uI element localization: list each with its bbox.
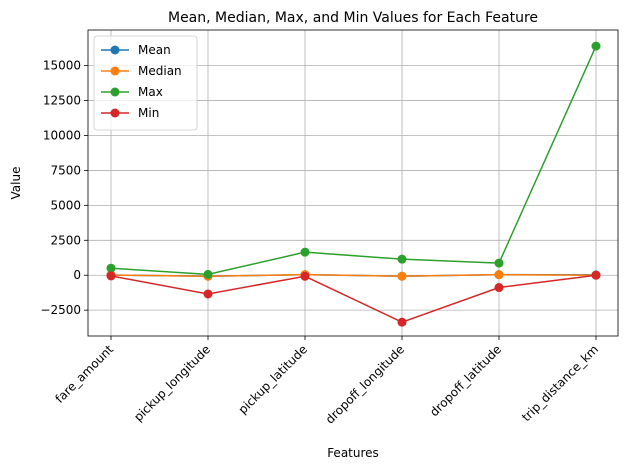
data-point [397, 317, 407, 327]
legend-label: Min [138, 106, 159, 120]
y-tick-label: 2500 [50, 233, 81, 247]
series-line [110, 45, 597, 276]
data-point [300, 247, 310, 257]
plot-frame [87, 29, 619, 337]
y-tick-label: 0 [73, 268, 81, 282]
legend-item: Min [101, 106, 159, 120]
data-point [106, 271, 116, 281]
legend-marker [110, 45, 120, 55]
legend-item: Median [101, 64, 182, 78]
legend: Mean Median Max Min [93, 35, 198, 131]
y-tick-label: −2500 [40, 303, 81, 317]
data-point [397, 271, 407, 281]
legend-label: Median [138, 64, 182, 78]
legend-label: Max [138, 85, 163, 99]
data-point [494, 270, 504, 280]
y-tick-label: 5000 [50, 198, 81, 212]
x-tick-label: pickup_longitude [131, 342, 213, 424]
x-axis-label: Features [327, 446, 379, 460]
x-tick-label: trip_distance_km [519, 342, 601, 424]
legend-label: Mean [138, 43, 171, 57]
data-point [591, 41, 601, 51]
y-axis-label: Value [9, 167, 23, 200]
legend-item: Mean [101, 43, 171, 57]
x-tick-label: dropoff_longitude [323, 342, 407, 426]
data-point [203, 269, 213, 279]
series-min [106, 270, 601, 327]
data-point [300, 271, 310, 281]
x-tick-label: pickup_latitude [236, 342, 311, 417]
x-tick-label: fare_amount [53, 342, 117, 406]
data-point [397, 254, 407, 264]
series-max [106, 41, 601, 279]
y-tick-label: 7500 [50, 163, 81, 177]
series-median [106, 270, 601, 281]
series-line [110, 274, 597, 323]
y-tick-label: 10000 [43, 128, 81, 142]
y-tick-label: 12500 [43, 94, 81, 108]
series-layer [106, 41, 601, 327]
data-point [494, 258, 504, 268]
legend-marker [110, 66, 120, 76]
data-point [203, 289, 213, 299]
legend-marker [110, 87, 120, 97]
series-line [110, 273, 597, 278]
legend-marker [110, 108, 120, 118]
y-tick-label: 15000 [43, 59, 81, 73]
data-point [494, 283, 504, 293]
x-tick-label: dropoff_latitude [427, 342, 504, 419]
legend-item: Max [101, 85, 163, 99]
legend-box [93, 35, 198, 131]
data-point [106, 263, 116, 273]
data-point [591, 270, 601, 280]
chart-title: Mean, Median, Max, and Min Values for Ea… [168, 10, 538, 26]
